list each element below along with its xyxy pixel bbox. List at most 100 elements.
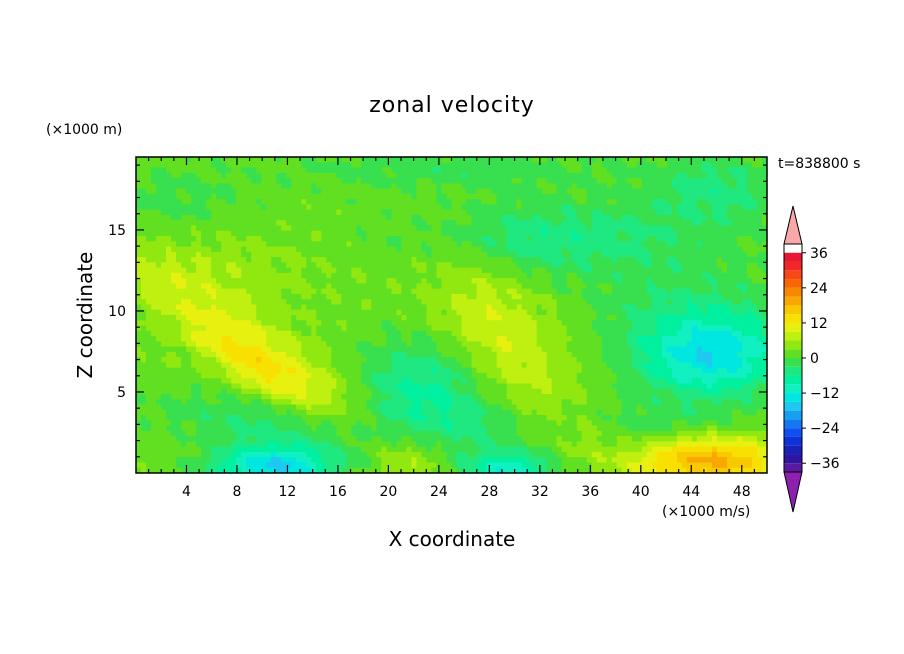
heatmap-cell (641, 293, 648, 300)
heatmap-cell (176, 188, 182, 195)
heatmap-cell (616, 309, 623, 316)
heatmap-cell (566, 225, 573, 232)
heatmap-cell (586, 225, 593, 232)
heatmap-cell (251, 199, 257, 205)
heatmap-cell (731, 220, 738, 227)
heatmap-cell (696, 315, 703, 321)
heatmap-cell (476, 336, 483, 342)
heatmap-cell (661, 320, 668, 327)
heatmap-cell (191, 299, 197, 306)
heatmap-cell (256, 225, 262, 232)
heatmap-cell (546, 330, 553, 337)
heatmap-cell (311, 272, 317, 279)
heatmap-cell (276, 178, 282, 184)
heatmap-cell (391, 283, 398, 290)
heatmap-cell (511, 236, 518, 242)
heatmap-cell (341, 157, 347, 163)
heatmap-cell (261, 309, 267, 316)
heatmap-cell (366, 188, 372, 195)
heatmap-cell (191, 230, 197, 237)
heatmap-cell (261, 257, 267, 263)
heatmap-cell (671, 183, 678, 190)
heatmap-cell (676, 204, 683, 211)
heatmap-cell (726, 304, 733, 311)
heatmap-cell (576, 288, 583, 295)
heatmap-cell (326, 272, 332, 279)
heatmap-cell (581, 225, 588, 232)
heatmap-cell (571, 315, 578, 321)
heatmap-cell (306, 299, 312, 306)
heatmap-cell (211, 330, 217, 337)
heatmap-cell (251, 288, 257, 295)
heatmap-cell (666, 315, 673, 321)
heatmap-cell (551, 225, 558, 232)
heatmap-cell (266, 204, 272, 211)
heatmap-cell (486, 199, 493, 205)
heatmap-cell (141, 325, 147, 332)
heatmap-cell (186, 304, 192, 311)
heatmap-cell (566, 320, 573, 327)
heatmap-cell (556, 272, 563, 279)
heatmap-cell (391, 320, 398, 327)
heatmap-cell (496, 246, 503, 253)
heatmap-cell (541, 336, 548, 342)
heatmap-cell (606, 283, 613, 290)
heatmap-cell (296, 336, 302, 342)
heatmap-cell (651, 346, 658, 353)
heatmap-cell (361, 162, 367, 169)
heatmap-cell (701, 304, 708, 311)
heatmap-cell (226, 172, 232, 179)
heatmap-cell (166, 309, 172, 316)
heatmap-cell (366, 351, 372, 358)
heatmap-cell (461, 167, 468, 174)
heatmap-cell (241, 362, 247, 369)
heatmap-cell (236, 351, 242, 358)
heatmap-cell (366, 293, 372, 300)
heatmap-cell (711, 230, 718, 237)
heatmap-cell (286, 325, 292, 332)
heatmap-cell (596, 309, 603, 316)
heatmap-cell (476, 183, 483, 190)
heatmap-cell (716, 209, 723, 216)
heatmap-cell (591, 336, 598, 342)
heatmap-cell (631, 304, 638, 311)
heatmap-cell (241, 315, 247, 321)
heatmap-cell (301, 230, 307, 237)
heatmap-cell (216, 304, 222, 311)
heatmap-cell (326, 193, 332, 200)
heatmap-cell (196, 315, 202, 321)
heatmap-cell (706, 178, 713, 184)
heatmap-cell (441, 162, 448, 169)
heatmap-cell (271, 315, 277, 321)
heatmap-cell (546, 204, 553, 211)
heatmap-cell (451, 267, 458, 274)
heatmap-cell (241, 246, 247, 253)
heatmap-cell (186, 315, 192, 321)
heatmap-cell (631, 251, 638, 258)
heatmap-cell (176, 225, 182, 232)
heatmap-cell (756, 288, 763, 295)
heatmap-cell (411, 183, 418, 190)
heatmap-cell (261, 178, 267, 184)
heatmap-cell (351, 304, 357, 311)
heatmap-cell (496, 336, 503, 342)
heatmap-cell (691, 157, 698, 163)
heatmap-cell (691, 230, 698, 237)
heatmap-cell (581, 230, 588, 237)
heatmap-cell (521, 272, 528, 279)
heatmap-cell (426, 199, 433, 205)
heatmap-cell (141, 341, 147, 348)
heatmap-cell (281, 209, 287, 216)
heatmap-cell (536, 288, 543, 295)
heatmap-cell (576, 325, 583, 332)
heatmap-cell (756, 172, 763, 179)
heatmap-cell (476, 188, 483, 195)
heatmap-cell (516, 257, 523, 263)
heatmap-cell (291, 162, 297, 169)
heatmap-cell (666, 283, 673, 290)
heatmap-cell (476, 157, 483, 163)
heatmap-cell (371, 309, 377, 316)
heatmap-cell (496, 351, 503, 358)
heatmap-cell (746, 330, 753, 337)
heatmap-cell (456, 246, 463, 253)
